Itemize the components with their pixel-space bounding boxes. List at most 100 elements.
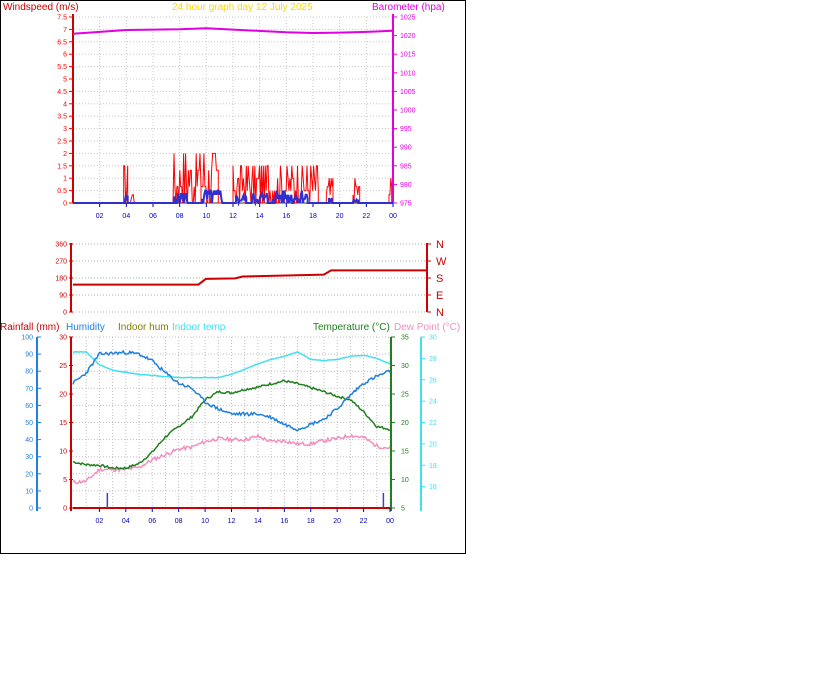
dew-tick-label: 24 bbox=[429, 399, 437, 406]
wind-barometer-panel: 00.511.522.533.544.555.566.577.5 9759809… bbox=[57, 14, 416, 220]
barometer-tick-label: 1005 bbox=[400, 89, 416, 96]
barometer-tick-label: 1020 bbox=[400, 33, 416, 40]
dew-tick-label: 20 bbox=[429, 441, 437, 448]
direction-tick-label: 270 bbox=[55, 259, 67, 266]
windspeed-axis-title: Windspeed (m/s) bbox=[3, 2, 79, 13]
wind-x-tick-label: 20 bbox=[336, 213, 344, 220]
temp-x-ticks: 02 04 06 08 10 12 14 16 18 20 22 00 bbox=[96, 508, 394, 525]
wind-x-tick-label: 12 bbox=[229, 213, 237, 220]
compass-tick-label: W bbox=[436, 256, 447, 268]
windspeed-tick-label: 6 bbox=[63, 52, 67, 59]
temp-x-tick-label: 20 bbox=[333, 518, 341, 525]
temperature-tick-label: 5 bbox=[401, 506, 405, 513]
wind-x-tick-label: 14 bbox=[256, 213, 264, 220]
temp-x-tick-label: 10 bbox=[201, 518, 209, 525]
humidity-tick-label: 50 bbox=[25, 420, 33, 427]
humidity-series bbox=[72, 349, 391, 432]
temperature-humidity-panel: Rainfall (mm) Humidity Indoor hum Indoor… bbox=[0, 322, 460, 525]
direction-tick-label: 90 bbox=[59, 293, 67, 300]
temp-x-tick-label: 00 bbox=[386, 518, 394, 525]
windspeed-tick-label: 3 bbox=[63, 126, 67, 133]
legend-humidity: Humidity bbox=[66, 322, 105, 333]
humidity-tick-label: 80 bbox=[25, 369, 33, 376]
windspeed-tick-label: 0.5 bbox=[57, 188, 67, 195]
windspeed-tick-label: 6.5 bbox=[57, 39, 67, 46]
legend-indoor-temp: Indoor temp bbox=[172, 322, 226, 333]
rainfall-tick-label: 30 bbox=[59, 335, 67, 342]
temp-x-tick-label: 12 bbox=[228, 518, 236, 525]
legend-temperature: Temperature (°C) bbox=[313, 322, 390, 333]
wind-x-ticks: 02 04 06 08 10 12 14 16 18 20 22 00 bbox=[96, 203, 397, 220]
barometer-tick-label: 985 bbox=[400, 163, 412, 170]
temperature-tick-label: 35 bbox=[401, 335, 409, 342]
windspeed-tick-label: 3.5 bbox=[57, 114, 67, 121]
wind-x-tick-label: 08 bbox=[176, 213, 184, 220]
temp-x-tick-label: 06 bbox=[148, 518, 156, 525]
barometer-tick-label: 1010 bbox=[400, 70, 416, 77]
rainfall-tick-label: 25 bbox=[59, 363, 67, 370]
windspeed-tick-label: 1 bbox=[63, 176, 67, 183]
windspeed-ticks: 0 0.5 1 1.5 2 2.5 3 3.5 4 4.5 5 5.5 6 6.5 7 7.5 bbox=[57, 15, 73, 208]
legend-dew-point: Dew Point (°C) bbox=[394, 322, 460, 333]
humidity-tick-label: 10 bbox=[25, 488, 33, 495]
windspeed-tick-label: 0 bbox=[63, 201, 67, 208]
humidity-tick-label: 20 bbox=[25, 471, 33, 478]
temperature-ticks: 5 10 15 20 25 30 35 bbox=[391, 335, 409, 513]
windspeed-tick-label: 2.5 bbox=[57, 139, 67, 146]
temp-grid bbox=[73, 336, 391, 508]
wind-x-tick-label: 06 bbox=[149, 213, 157, 220]
wind-x-tick-label: 00 bbox=[389, 213, 397, 220]
dew-tick-label: 16 bbox=[429, 484, 437, 491]
temp-x-tick-label: 14 bbox=[254, 518, 262, 525]
barometer-series bbox=[72, 27, 394, 35]
direction-tick-label: 180 bbox=[55, 276, 67, 283]
rainfall-tick-label: 20 bbox=[59, 392, 67, 399]
indoor-temp-series bbox=[73, 350, 391, 379]
barometer-tick-label: 975 bbox=[400, 201, 412, 208]
temp-x-tick-label: 08 bbox=[175, 518, 183, 525]
temperature-tick-label: 20 bbox=[401, 420, 409, 427]
windspeed-tick-label: 1.5 bbox=[57, 163, 67, 170]
windspeed-tick-label: 2 bbox=[63, 151, 67, 158]
compass-tick-label: E bbox=[436, 290, 443, 302]
temp-x-tick-label: 04 bbox=[122, 518, 130, 525]
wind-x-tick-label: 16 bbox=[282, 213, 290, 220]
barometer-tick-label: 995 bbox=[400, 126, 412, 133]
gust-series bbox=[73, 189, 393, 207]
direction-grid bbox=[73, 243, 427, 313]
barometer-tick-label: 990 bbox=[400, 145, 412, 152]
temp-x-tick-label: 22 bbox=[360, 518, 368, 525]
windspeed-tick-label: 5.5 bbox=[57, 64, 67, 71]
rainfall-ticks: 0 5 10 15 20 25 30 bbox=[59, 335, 73, 513]
rainfall-tick-label: 15 bbox=[59, 420, 67, 427]
dew-tick-label: 30 bbox=[429, 335, 437, 342]
barometer-axis-title: Barometer (hpa) bbox=[372, 2, 445, 13]
wind-x-tick-label: 18 bbox=[309, 213, 317, 220]
graph-title: 24 hour graph day 12 July 2025 bbox=[172, 2, 313, 13]
dew-tick-label: 28 bbox=[429, 356, 437, 363]
rainfall-tick-label: 5 bbox=[63, 477, 67, 484]
humidity-ticks: 0 10 20 30 40 50 60 70 80 90 100 bbox=[21, 335, 41, 513]
windspeed-tick-label: 4 bbox=[63, 101, 67, 108]
windspeed-tick-label: 7 bbox=[63, 27, 67, 34]
temp-x-tick-label: 18 bbox=[307, 518, 315, 525]
barometer-ticks: 975 980 985 990 995 1000 1005 1010 1015 1020 1025 bbox=[393, 15, 416, 208]
windspeed-tick-label: 4.5 bbox=[57, 89, 67, 96]
direction-tick-label: 0 bbox=[63, 310, 67, 317]
rain-marks bbox=[106, 493, 385, 508]
barometer-tick-label: 1015 bbox=[400, 52, 416, 59]
barometer-tick-label: 980 bbox=[400, 182, 412, 189]
wind-x-tick-label: 22 bbox=[362, 213, 370, 220]
wind-x-tick-label: 04 bbox=[122, 213, 130, 220]
dew-ticks: 16 18 20 22 24 26 28 30 bbox=[421, 335, 437, 491]
humidity-tick-label: 60 bbox=[25, 403, 33, 410]
humidity-tick-label: 0 bbox=[29, 506, 33, 513]
wind-x-tick-label: 02 bbox=[96, 213, 104, 220]
direction-tick-label: 360 bbox=[55, 242, 67, 249]
legend-rainfall: Rainfall (mm) bbox=[0, 322, 59, 333]
humidity-tick-label: 40 bbox=[25, 437, 33, 444]
dew-tick-label: 22 bbox=[429, 420, 437, 427]
wind-series bbox=[73, 152, 393, 204]
direction-series bbox=[73, 269, 427, 286]
